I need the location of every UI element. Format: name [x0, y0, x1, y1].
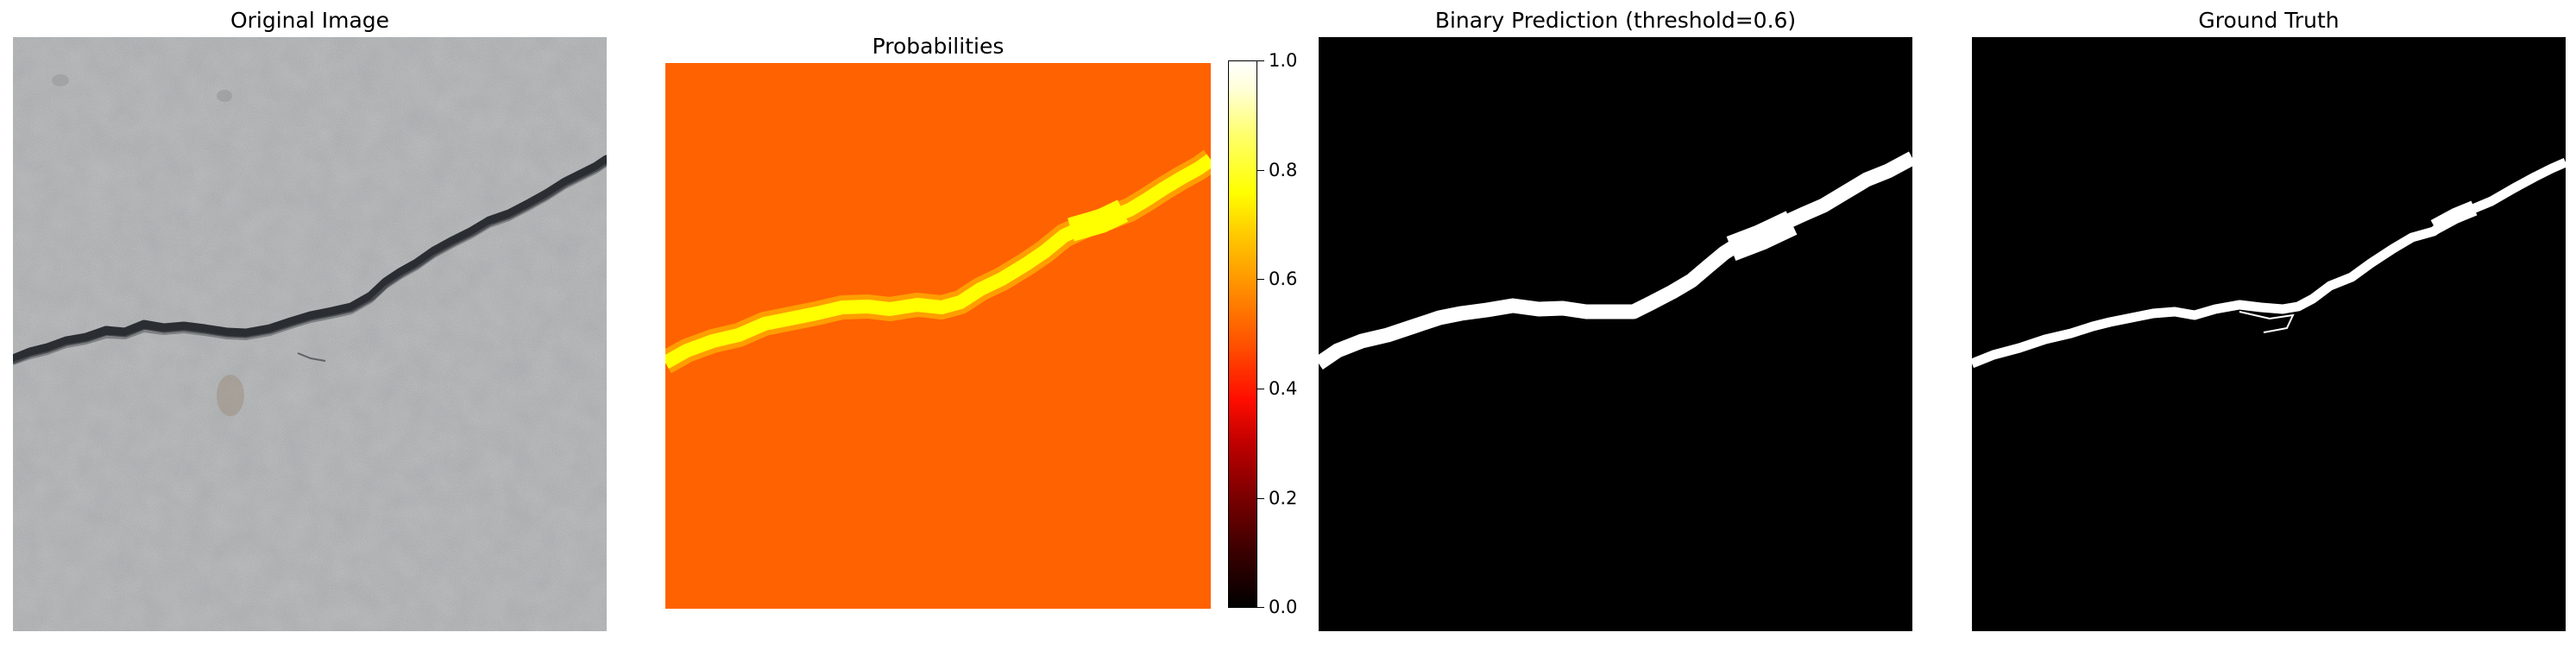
predicted-crack-thick — [1726, 211, 1798, 262]
predicted-crack — [1319, 151, 1912, 370]
colorbar-label: 0.6 — [1269, 269, 1298, 289]
colorbar-tick — [1257, 607, 1264, 608]
crack-probability-thick — [1068, 199, 1129, 242]
ground-truth-panel — [1972, 37, 2566, 631]
ground-truth-title: Ground Truth — [2198, 8, 2340, 33]
probability-heatmap — [665, 63, 1211, 609]
crack-probability-band — [665, 154, 1211, 369]
probability-colorbar — [1228, 60, 1257, 608]
stain-mark — [217, 90, 232, 102]
concrete-crack-photo — [13, 37, 607, 631]
colorbar-label: 0.4 — [1269, 378, 1298, 399]
crack-shadow — [13, 163, 607, 365]
colorbar-label: 0.0 — [1269, 597, 1298, 617]
stain-mark — [52, 74, 69, 86]
ground-truth-mask — [1972, 37, 2566, 631]
stain-mark — [217, 375, 244, 416]
colorbar-label: 0.8 — [1269, 160, 1298, 180]
crack-branch — [297, 352, 326, 362]
crack-line — [13, 155, 607, 364]
colorbar-label: 0.2 — [1269, 488, 1298, 509]
binary-prediction-panel — [1319, 37, 1912, 631]
ground-truth-branch — [2430, 200, 2478, 234]
ground-truth-branch — [2239, 311, 2295, 333]
binary-prediction-title: Binary Prediction (threshold=0.6) — [1434, 8, 1797, 33]
colorbar-tick — [1257, 498, 1264, 499]
original-image-panel — [13, 37, 607, 631]
colorbar-gradient — [1229, 61, 1257, 607]
colorbar-tick — [1257, 170, 1264, 171]
probabilities-panel — [665, 63, 1211, 609]
colorbar-tick — [1257, 60, 1264, 61]
original-image-title: Original Image — [230, 8, 390, 33]
probabilities-title: Probabilities — [872, 34, 1005, 59]
colorbar-tick — [1257, 279, 1264, 280]
colorbar-label: 1.0 — [1269, 50, 1298, 71]
binary-prediction-mask — [1319, 37, 1912, 631]
mask-background — [1319, 37, 1912, 631]
